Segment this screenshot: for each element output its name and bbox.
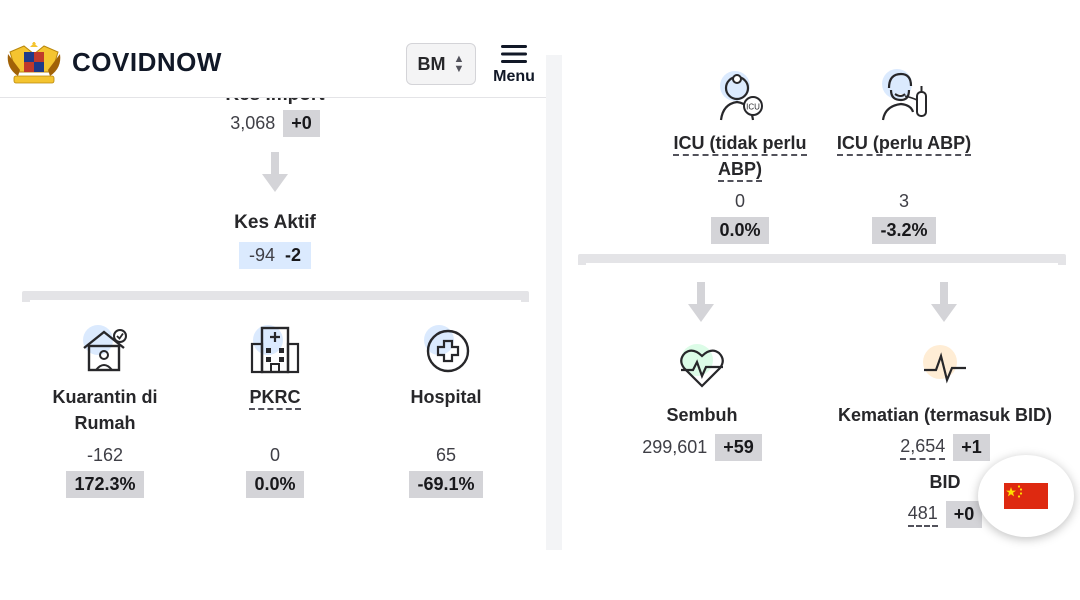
- pulse-line-icon: [918, 340, 972, 394]
- stat-home-quarantine: Kuarantin di Rumah -162 172.3%: [30, 322, 180, 498]
- separator: [22, 291, 529, 300]
- stat-value[interactable]: 2,654: [900, 436, 946, 460]
- language-value: BM: [417, 53, 446, 74]
- svg-text:ICU: ICU: [746, 103, 760, 112]
- language-select[interactable]: BM ▲ ▼: [406, 43, 476, 85]
- hamburger-icon: [501, 45, 527, 63]
- stat-pkrc: PKRC 0 0.0%: [200, 322, 350, 498]
- arrow-down-icon: [262, 152, 288, 192]
- stat-value: 3: [898, 191, 909, 211]
- stat-label[interactable]: ICU (tidak perlu: [673, 133, 807, 156]
- stat-delta: +59: [715, 434, 762, 461]
- arrow-down-icon: [688, 282, 714, 322]
- app-header: COVIDNOW BM ▲ ▼ Menu: [0, 0, 546, 98]
- updown-caret-icon: ▲ ▼: [453, 53, 465, 75]
- active-delta: -2: [285, 245, 302, 265]
- separator-tick: [1058, 257, 1066, 265]
- stat-label: Kuarantin di: [52, 387, 158, 407]
- stat-delta: +1: [953, 434, 990, 461]
- active-value: -94: [248, 245, 275, 265]
- active-cases-title: Kes Aktif: [234, 212, 316, 233]
- ventilator-patient-icon: [877, 68, 931, 122]
- stat-recovered: Sembuh 299,601 +59: [622, 340, 782, 461]
- stat-label: Kematian (termasuk BID): [837, 405, 1053, 425]
- stat-value: 0: [269, 445, 280, 465]
- bid-label: BID: [929, 472, 961, 492]
- floating-flag-button[interactable]: [978, 455, 1074, 537]
- stat-value: -162: [86, 445, 124, 465]
- arrow-down-icon: [931, 282, 957, 322]
- stat-label[interactable]: ICU (perlu ABP): [836, 133, 972, 156]
- home-quarantine-icon: [78, 322, 132, 376]
- stat-label: Sembuh: [666, 405, 738, 425]
- stat-label: Hospital: [410, 387, 482, 407]
- active-cases: Kes Aktif -94 -2: [175, 212, 375, 269]
- stat-deaths: Kematian (termasuk BID) 2,654 +1 BID 481…: [830, 340, 1060, 528]
- stat-icu-ventilator: ICU (perlu ABP) 3 -3.2%: [824, 68, 984, 244]
- stat-percent: -3.2%: [872, 217, 936, 244]
- stat-label[interactable]: PKRC: [249, 387, 301, 410]
- separator-tick: [22, 294, 30, 302]
- building-icon: [248, 322, 302, 376]
- separator-tick: [578, 257, 586, 265]
- heartbeat-icon: [675, 340, 729, 394]
- separator-tick: [521, 294, 529, 302]
- brand-title[interactable]: COVIDNOW: [72, 47, 222, 77]
- menu-button[interactable]: Menu: [488, 44, 540, 90]
- bid-delta: +0: [945, 501, 983, 528]
- stat-value: 299,601: [642, 437, 708, 457]
- malaysia-coat-of-arms-logo[interactable]: [6, 42, 62, 86]
- import-cases: 3,068 +0: [175, 110, 375, 137]
- stat-percent: 172.3%: [66, 471, 144, 498]
- stat-value: 0: [734, 191, 745, 211]
- stat-percent: 0.0%: [246, 471, 304, 498]
- left-panel: Kes Import COVIDNOW BM ▲▼ Menu: [0, 0, 546, 498]
- doctor-icu-icon: ICU: [713, 68, 767, 122]
- menu-label: Menu: [493, 68, 535, 85]
- hospital-cross-icon: [419, 322, 473, 376]
- stat-icu-no-ventilator: ICU ICU (tidak perlu ABP) 0 0.0%: [660, 68, 820, 244]
- stat-value: 65: [435, 445, 457, 465]
- stat-label: Rumah: [74, 413, 136, 433]
- stat-percent: -69.1%: [409, 471, 483, 498]
- import-value: 3,068: [230, 113, 276, 133]
- stat-percent: 0.0%: [711, 217, 769, 244]
- bid-value[interactable]: 481: [907, 503, 938, 527]
- separator: [578, 254, 1066, 263]
- active-cases-values: -94 -2: [238, 242, 312, 269]
- china-flag-icon: [1004, 483, 1048, 509]
- stat-hospital: Hospital 65 -69.1%: [371, 322, 521, 498]
- panel-gap: [546, 55, 562, 550]
- import-delta: +0: [283, 110, 320, 137]
- stat-label[interactable]: ABP): [718, 159, 762, 182]
